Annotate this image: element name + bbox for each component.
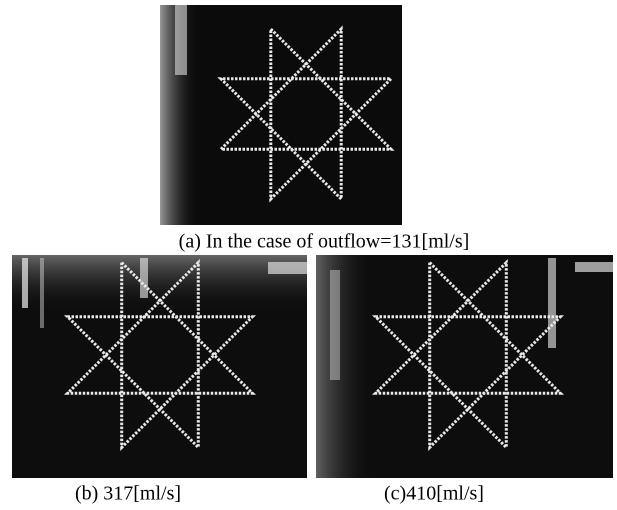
caption: (c)410[ml/s] xyxy=(384,483,484,505)
caption: (a) In the case of outflow=131[ml/s] xyxy=(179,231,470,253)
photo-b xyxy=(12,255,307,478)
photo-c xyxy=(316,255,613,478)
figure: (a) In the case of outflow=131[ml/s] (b)… xyxy=(0,0,617,510)
caption: (b) 317[ml/s] xyxy=(75,483,181,505)
